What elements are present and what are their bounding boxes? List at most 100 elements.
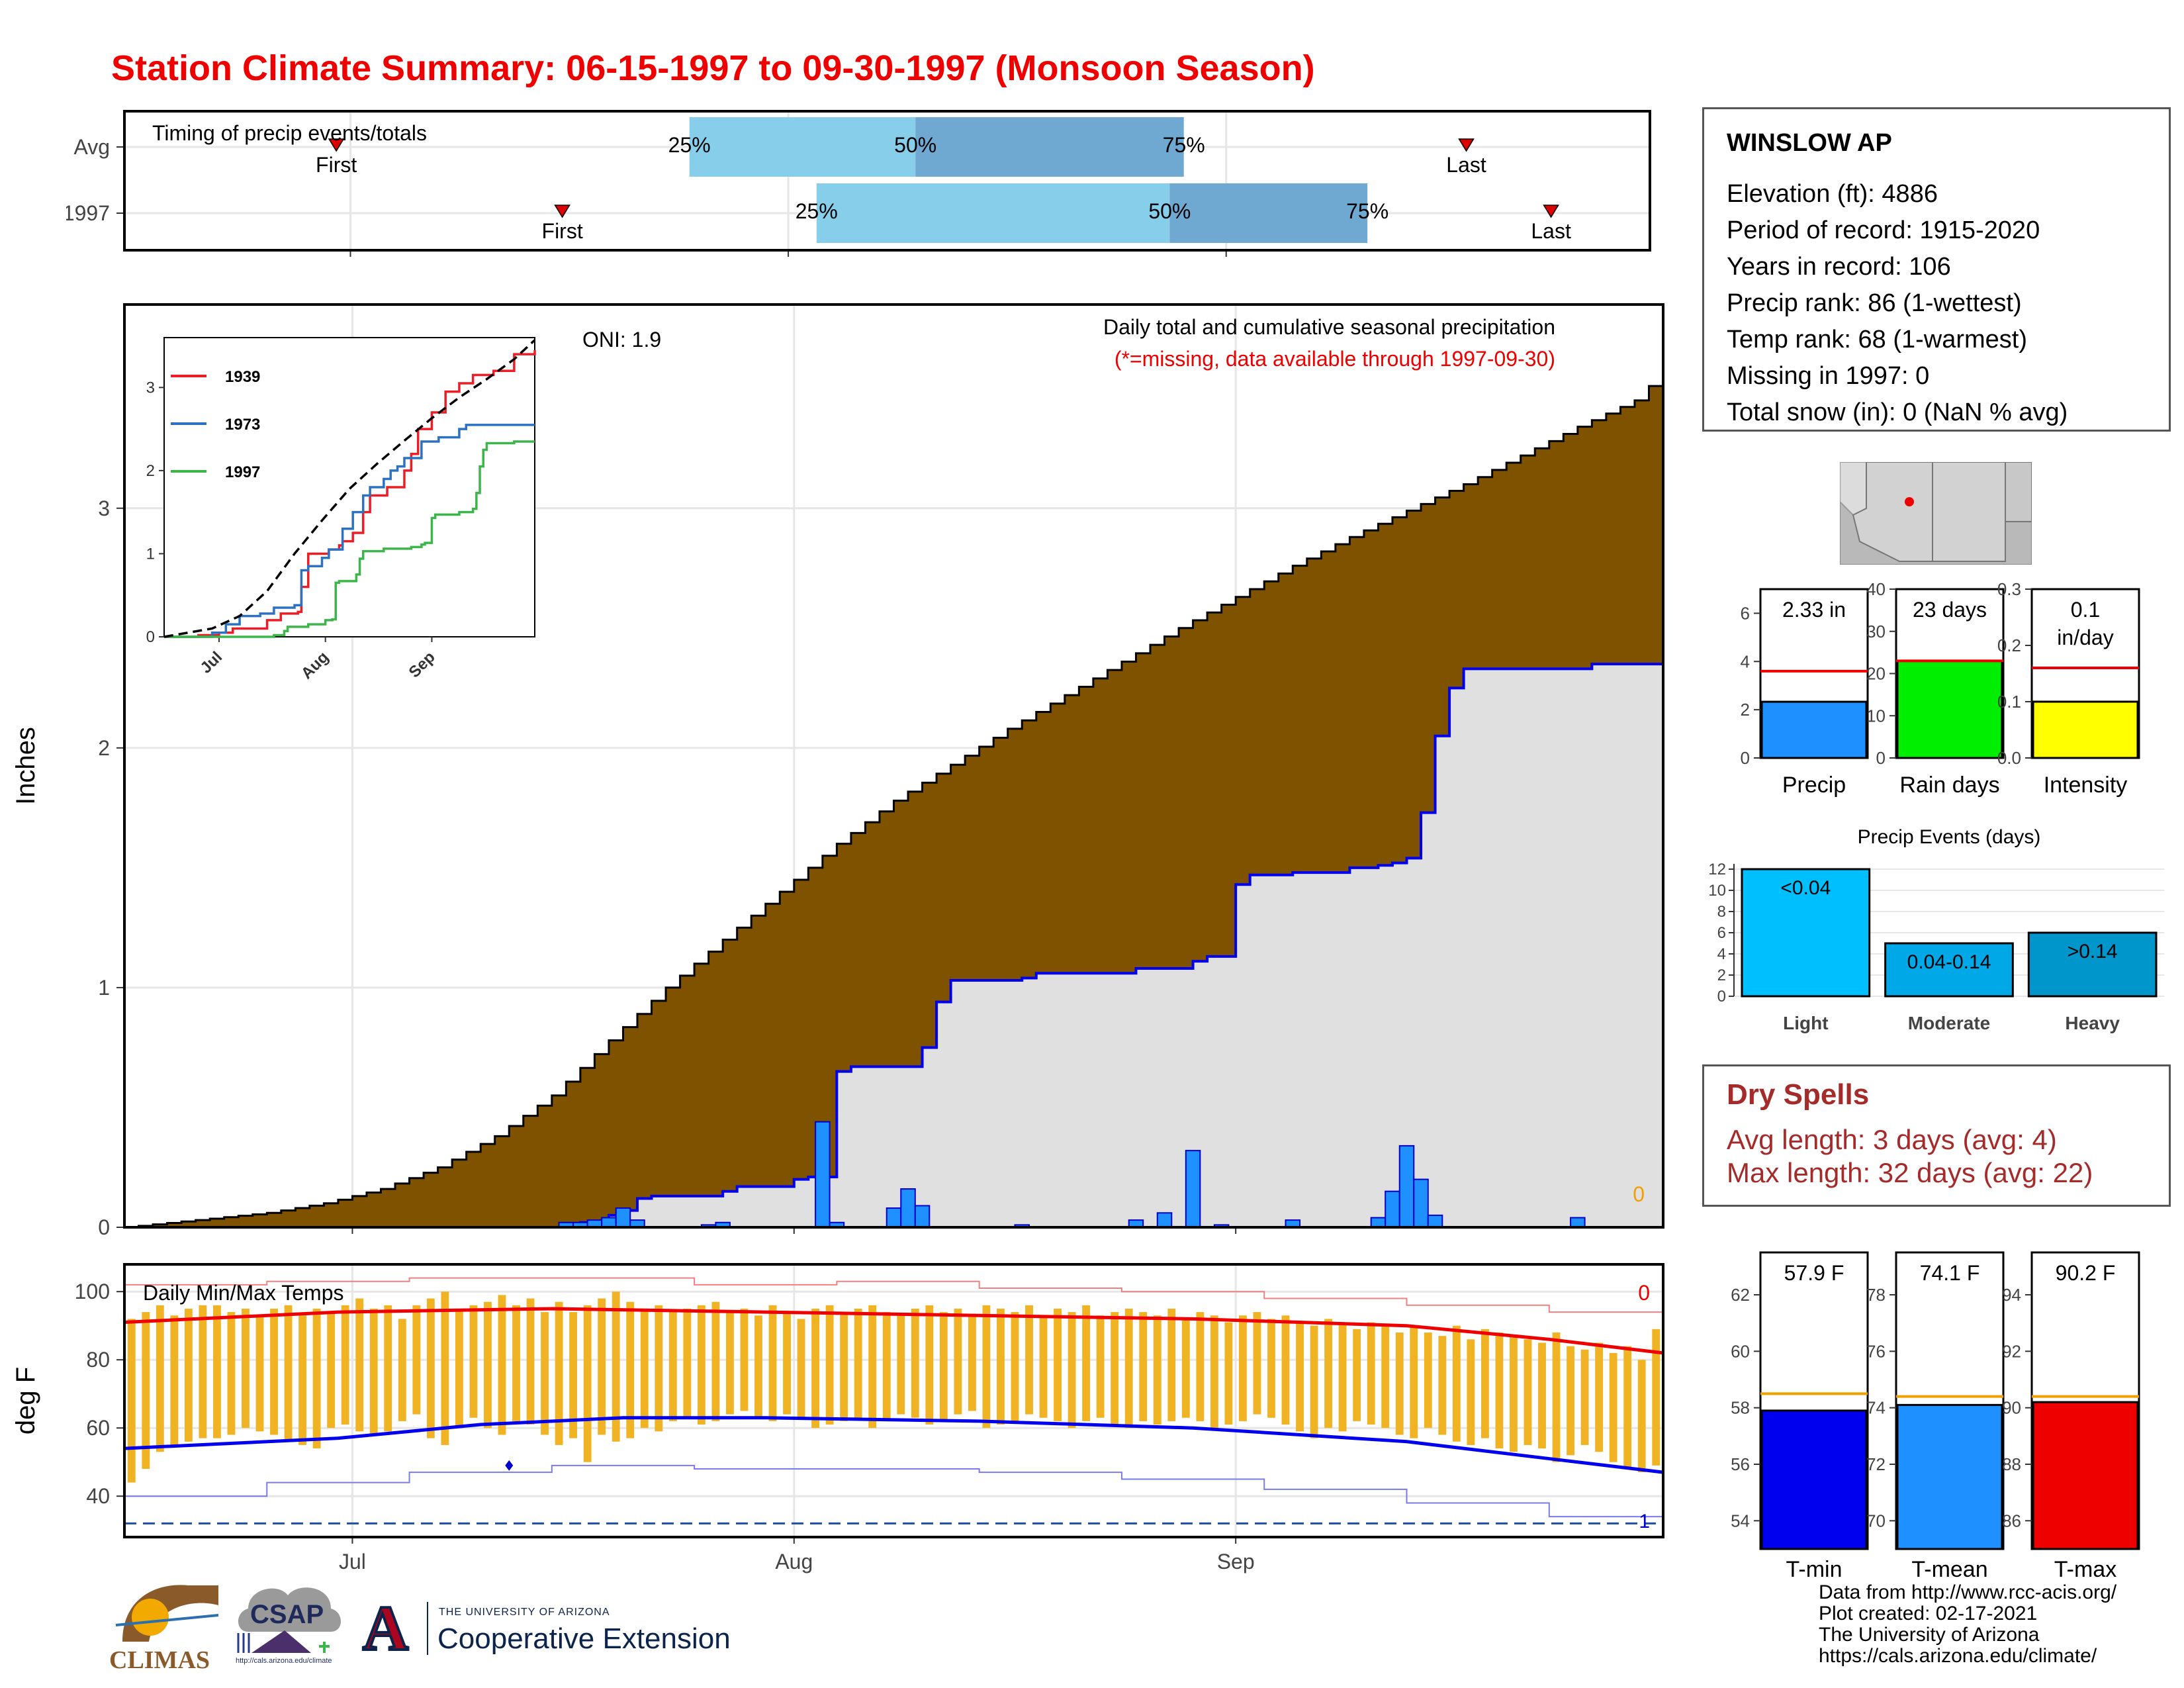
daily-temp-bar xyxy=(199,1305,207,1438)
daily-temp-bar xyxy=(1296,1322,1304,1432)
climas-text: CLIMAS xyxy=(109,1646,210,1674)
daily-precip-bar xyxy=(1398,1145,1415,1229)
dry-spells-max: Max length: 32 days (avg: 22) xyxy=(1727,1157,2093,1188)
daily-temp-bar xyxy=(925,1305,934,1425)
daily-temp-bar xyxy=(1495,1333,1504,1449)
y-tick-label: 10 xyxy=(1708,882,1726,900)
daily-temp-bar xyxy=(227,1312,236,1435)
timing-chart: 25% 50% 75% First Last Avg 25% 50% 75% First Last 1… xyxy=(66,110,1651,257)
y-tick-label: 2 xyxy=(1717,966,1726,984)
cumulative-1997-area xyxy=(124,664,1663,1227)
timing-marker xyxy=(1543,205,1559,218)
value-label: 2.33 in xyxy=(1782,598,1846,622)
record-min-marker xyxy=(505,1460,514,1471)
daily-temp-bar xyxy=(312,1308,321,1449)
record-max-line xyxy=(124,1277,1664,1316)
inset-background xyxy=(163,337,535,637)
avg-min-line xyxy=(124,1416,1664,1474)
y-tick-label: 30 xyxy=(1866,622,1886,641)
daily-temp-bar xyxy=(526,1298,535,1425)
y-tick-label: 54 xyxy=(1731,1511,1750,1530)
station-name: WINSLOW AP xyxy=(1727,129,1892,157)
csap-logo-mark xyxy=(237,1587,341,1653)
station-line: Temp rank: 68 (1-warmest) xyxy=(1727,326,2028,353)
daily-temp-bar xyxy=(1210,1315,1218,1429)
climas-logo-mark xyxy=(115,1585,219,1642)
daily-temp-bar xyxy=(1324,1319,1333,1429)
daily-temp-bar xyxy=(598,1298,606,1435)
x-tick-label: Sep xyxy=(1217,1550,1255,1573)
y-tick-label: 0.2 xyxy=(1997,635,2021,655)
daily-temp-bar xyxy=(1082,1305,1091,1421)
value-bar xyxy=(1896,659,2003,759)
dry-spells-box: Dry Spells Avg length: 3 days (avg: 4) M… xyxy=(1702,1064,2171,1207)
y-tick-label: 62 xyxy=(1731,1285,1750,1305)
inset-y-label: 3 xyxy=(146,379,155,397)
daily-temp-bar xyxy=(327,1312,336,1429)
daily-temp-bar xyxy=(612,1291,620,1442)
y-tick-label: 0.0 xyxy=(1997,748,2021,768)
y-tick-label: 72 xyxy=(1866,1454,1886,1474)
daily-temp-bar xyxy=(1239,1315,1247,1421)
y-tick-label: 78 xyxy=(1866,1285,1886,1305)
row-label: Avg xyxy=(73,135,110,159)
value-bar xyxy=(1760,700,1868,759)
daily-temp-bar xyxy=(1395,1333,1404,1435)
y-tick-label: 0 xyxy=(98,1215,110,1239)
y-tick-label: 74 xyxy=(1866,1398,1886,1418)
temp-chart: 40 60 80 100 Jul Aug Sep Daily Min/Max Temps 0 1 d… xyxy=(11,1263,1664,1573)
daily-temp-bar xyxy=(184,1308,193,1442)
daily-temp-bar xyxy=(569,1312,578,1438)
events-title: Precip Events (days) xyxy=(1858,826,2041,848)
daily-temp-bar xyxy=(1167,1308,1176,1421)
inset-series-line xyxy=(164,424,535,638)
daily-temp-bar xyxy=(555,1301,563,1445)
locator-map xyxy=(1840,462,2032,565)
value-bar xyxy=(2032,1401,2139,1550)
daily-temp-bar xyxy=(868,1305,877,1429)
daily-temp-bar xyxy=(668,1312,677,1421)
quartile-bar-50-75 xyxy=(1169,183,1368,243)
daily-temp-bar xyxy=(811,1308,820,1429)
station-line: Precip rank: 86 (1-wettest) xyxy=(1727,289,2022,317)
daily-temp-bar xyxy=(1424,1333,1432,1429)
timing-marker xyxy=(1458,138,1475,152)
station-line: Years in record: 106 xyxy=(1727,253,1951,281)
daily-temp-bar xyxy=(298,1315,307,1445)
y-tick-label: 60 xyxy=(86,1416,110,1440)
daily-temp-bar xyxy=(1510,1336,1518,1452)
daily-temp-bar xyxy=(1480,1329,1489,1438)
daily-precip-bar xyxy=(601,1217,617,1228)
timing-label: 75% xyxy=(1163,133,1205,157)
station-line: Elevation (ft): 4886 xyxy=(1727,180,1938,208)
record-min-line xyxy=(124,1464,1664,1524)
daily-temp-bar xyxy=(825,1305,834,1425)
cumulative-avg-line xyxy=(124,371,1664,1229)
daily-temp-bar xyxy=(1552,1333,1561,1462)
daily-temp-bar xyxy=(270,1308,278,1435)
timing-label: 75% xyxy=(1346,199,1388,223)
value-label: 74.1 F xyxy=(1920,1261,1980,1285)
value-bar xyxy=(1760,1409,1868,1550)
csap-logo: CSAP http://cals.arizona.edu/climate xyxy=(232,1579,347,1671)
daily-precip-bar xyxy=(1156,1212,1173,1228)
daily-temp-bar xyxy=(640,1308,649,1429)
daily-temp-bar xyxy=(1153,1315,1161,1425)
event-bar-label: <0.04 xyxy=(1780,877,1831,899)
daily-temp-bar xyxy=(982,1305,991,1429)
y-axis-label: Inches xyxy=(11,727,40,805)
daily-temp-bar xyxy=(840,1312,848,1421)
legend-label: 1997 xyxy=(225,463,260,481)
panel-label: T-max xyxy=(2054,1557,2116,1582)
daily-temp-bar xyxy=(997,1308,1005,1425)
value-label: 0.1 xyxy=(2071,598,2100,622)
credits: Data from http://www.rcc-acis.org/ Plot … xyxy=(1819,1582,2116,1667)
value-bar xyxy=(2032,700,2139,759)
y-tick-label: 4 xyxy=(1741,651,1750,671)
y-tick-label: 4 xyxy=(1717,945,1726,963)
station-lines: Elevation (ft): 4886 Period of record: 1… xyxy=(1727,176,2169,431)
daily-temp-bar xyxy=(156,1305,164,1452)
y-tick-label: 3 xyxy=(98,496,110,520)
daily-precip-bar xyxy=(886,1207,902,1229)
station-line: Period of record: 1915-2020 xyxy=(1727,216,2040,244)
